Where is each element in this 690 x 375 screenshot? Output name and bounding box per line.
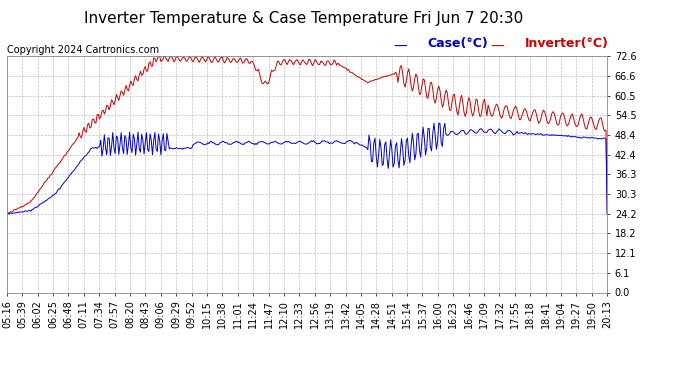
Text: Inverter(°C): Inverter(°C) <box>524 38 609 51</box>
Text: —: — <box>393 39 407 53</box>
Text: Case(°C): Case(°C) <box>428 38 489 51</box>
Text: Copyright 2024 Cartronics.com: Copyright 2024 Cartronics.com <box>7 45 159 55</box>
Text: —: — <box>490 39 504 53</box>
Text: Inverter Temperature & Case Temperature Fri Jun 7 20:30: Inverter Temperature & Case Temperature … <box>84 11 523 26</box>
